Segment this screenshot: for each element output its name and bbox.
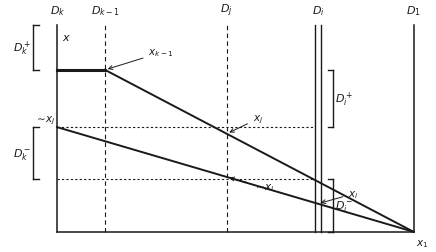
Text: $D_1$: $D_1$ xyxy=(406,4,421,18)
Text: $D_j$: $D_j$ xyxy=(220,3,233,19)
Text: $x_{k-1}$: $x_{k-1}$ xyxy=(109,47,174,70)
Text: $D_{k-1}$: $D_{k-1}$ xyxy=(91,4,119,18)
Text: $x$: $x$ xyxy=(62,33,72,43)
Text: $\sim\!x_j$: $\sim\!x_j$ xyxy=(34,114,55,127)
Text: $x_1$: $x_1$ xyxy=(416,237,428,249)
Text: $D_k$: $D_k$ xyxy=(50,4,65,18)
Text: $D_i^-$: $D_i^-$ xyxy=(335,198,354,213)
Text: $D_k^-$: $D_k^-$ xyxy=(13,146,31,161)
Text: $D_k^+$: $D_k^+$ xyxy=(13,39,31,57)
Text: $x_i$: $x_i$ xyxy=(322,188,359,204)
Text: $x_j$: $x_j$ xyxy=(230,113,263,133)
Text: $D_i$: $D_i$ xyxy=(312,4,324,18)
Text: $\sim\!x_i$: $\sim\!x_i$ xyxy=(230,177,274,193)
Text: $D_i^+$: $D_i^+$ xyxy=(335,90,354,108)
